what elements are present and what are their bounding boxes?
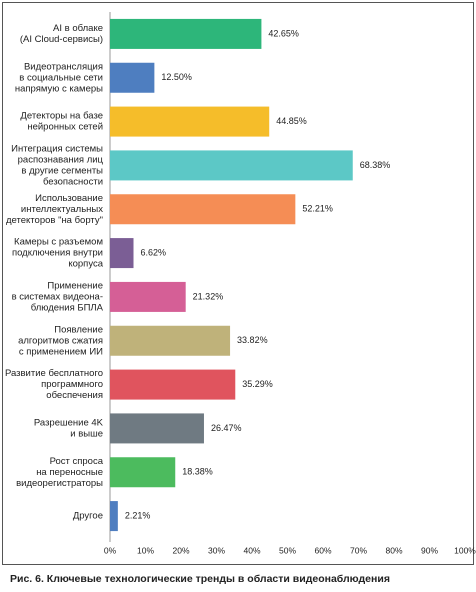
frame: [2, 2, 474, 565]
value-label: 35.29%: [242, 379, 273, 389]
y-tick-label: (AI Cloud-сервисы): [20, 34, 103, 45]
y-tick-label: корпуса: [68, 259, 103, 270]
y-tick-label: с применением ИИ: [19, 346, 103, 357]
x-tick-label: 80%: [385, 545, 402, 555]
y-tick-label: и выше: [70, 428, 103, 439]
y-tick-label: AI в облаке: [53, 23, 103, 34]
value-label: 21.32%: [193, 291, 224, 301]
bar: [110, 150, 353, 181]
bar: [110, 62, 155, 93]
bar: [110, 325, 231, 356]
x-tick-label: 70%: [350, 545, 367, 555]
x-tick-label: 50%: [279, 545, 296, 555]
y-tick-label: Детекторы на базе: [20, 111, 103, 122]
x-tick-label: 10%: [137, 545, 154, 555]
y-tick-label: интеллектуальных: [21, 204, 103, 215]
bar: [110, 106, 270, 137]
y-tick-label: распознавания лиц: [18, 154, 104, 165]
bar: [110, 18, 262, 49]
y-tick-label: нейронных сетей: [27, 122, 103, 133]
y-tick-label: Другое: [73, 511, 103, 522]
value-label: 44.85%: [276, 116, 307, 126]
x-tick-label: 40%: [243, 545, 260, 555]
x-tick-label: 60%: [314, 545, 331, 555]
value-label: 68.38%: [360, 160, 391, 170]
y-tick-label: Интеграция системы: [11, 143, 103, 154]
bar: [110, 369, 236, 400]
value-label: 12.50%: [161, 72, 192, 82]
value-label: 18.38%: [182, 467, 213, 477]
y-tick-label: обеспечения: [46, 390, 103, 401]
y-tick-label: в системах видеона-: [12, 291, 103, 302]
x-tick-label: 0%: [104, 545, 117, 555]
y-tick-label: видеорегистраторы: [16, 478, 103, 489]
value-label: 42.65%: [268, 28, 299, 38]
y-tick-label: блюдения БПЛА: [31, 302, 104, 313]
chart-title: Рис. 6. Ключевые технологические тренды …: [10, 573, 390, 585]
y-tick-label: алгоритмов сжатия: [18, 335, 103, 346]
y-tick-label: Применение: [47, 280, 103, 291]
value-label: 33.82%: [237, 335, 268, 345]
y-tick-label: детекторов "на борту": [6, 215, 103, 226]
x-tick-label: 100%: [454, 545, 476, 555]
y-tick-label: Появление: [54, 324, 103, 335]
value-label: 52.21%: [302, 204, 333, 214]
x-tick-label: 20%: [172, 545, 189, 555]
y-tick-label: подключения внутри: [12, 248, 103, 259]
y-tick-label: в другие сегменты: [21, 165, 103, 176]
value-label: 26.47%: [211, 423, 242, 433]
value-label: 6.62%: [141, 247, 167, 257]
bar: [110, 457, 176, 488]
y-tick-label: Разрешение 4K: [34, 417, 104, 428]
y-tick-label: Камеры с разъемом: [14, 237, 103, 248]
y-tick-label: в социальные сети: [19, 72, 103, 83]
y-tick-label: напрямую с камеры: [15, 83, 103, 94]
bar: [110, 281, 186, 312]
y-tick-label: на переносные: [36, 467, 103, 478]
x-tick-label: 30%: [208, 545, 225, 555]
value-label: 2.21%: [125, 510, 151, 520]
y-tick-label: Рост спроса: [50, 456, 104, 467]
y-tick-label: Видеотрансляция: [24, 61, 103, 72]
y-tick-label: Использование: [35, 193, 103, 204]
y-tick-label: Развитие бесплатного: [5, 368, 103, 379]
y-tick-label: программного: [41, 379, 103, 390]
bar: [110, 194, 296, 225]
bar: [110, 501, 118, 532]
y-tick-label: безопасности: [43, 176, 103, 187]
bar: [110, 238, 134, 269]
bar: [110, 413, 204, 444]
x-tick-label: 90%: [421, 545, 438, 555]
